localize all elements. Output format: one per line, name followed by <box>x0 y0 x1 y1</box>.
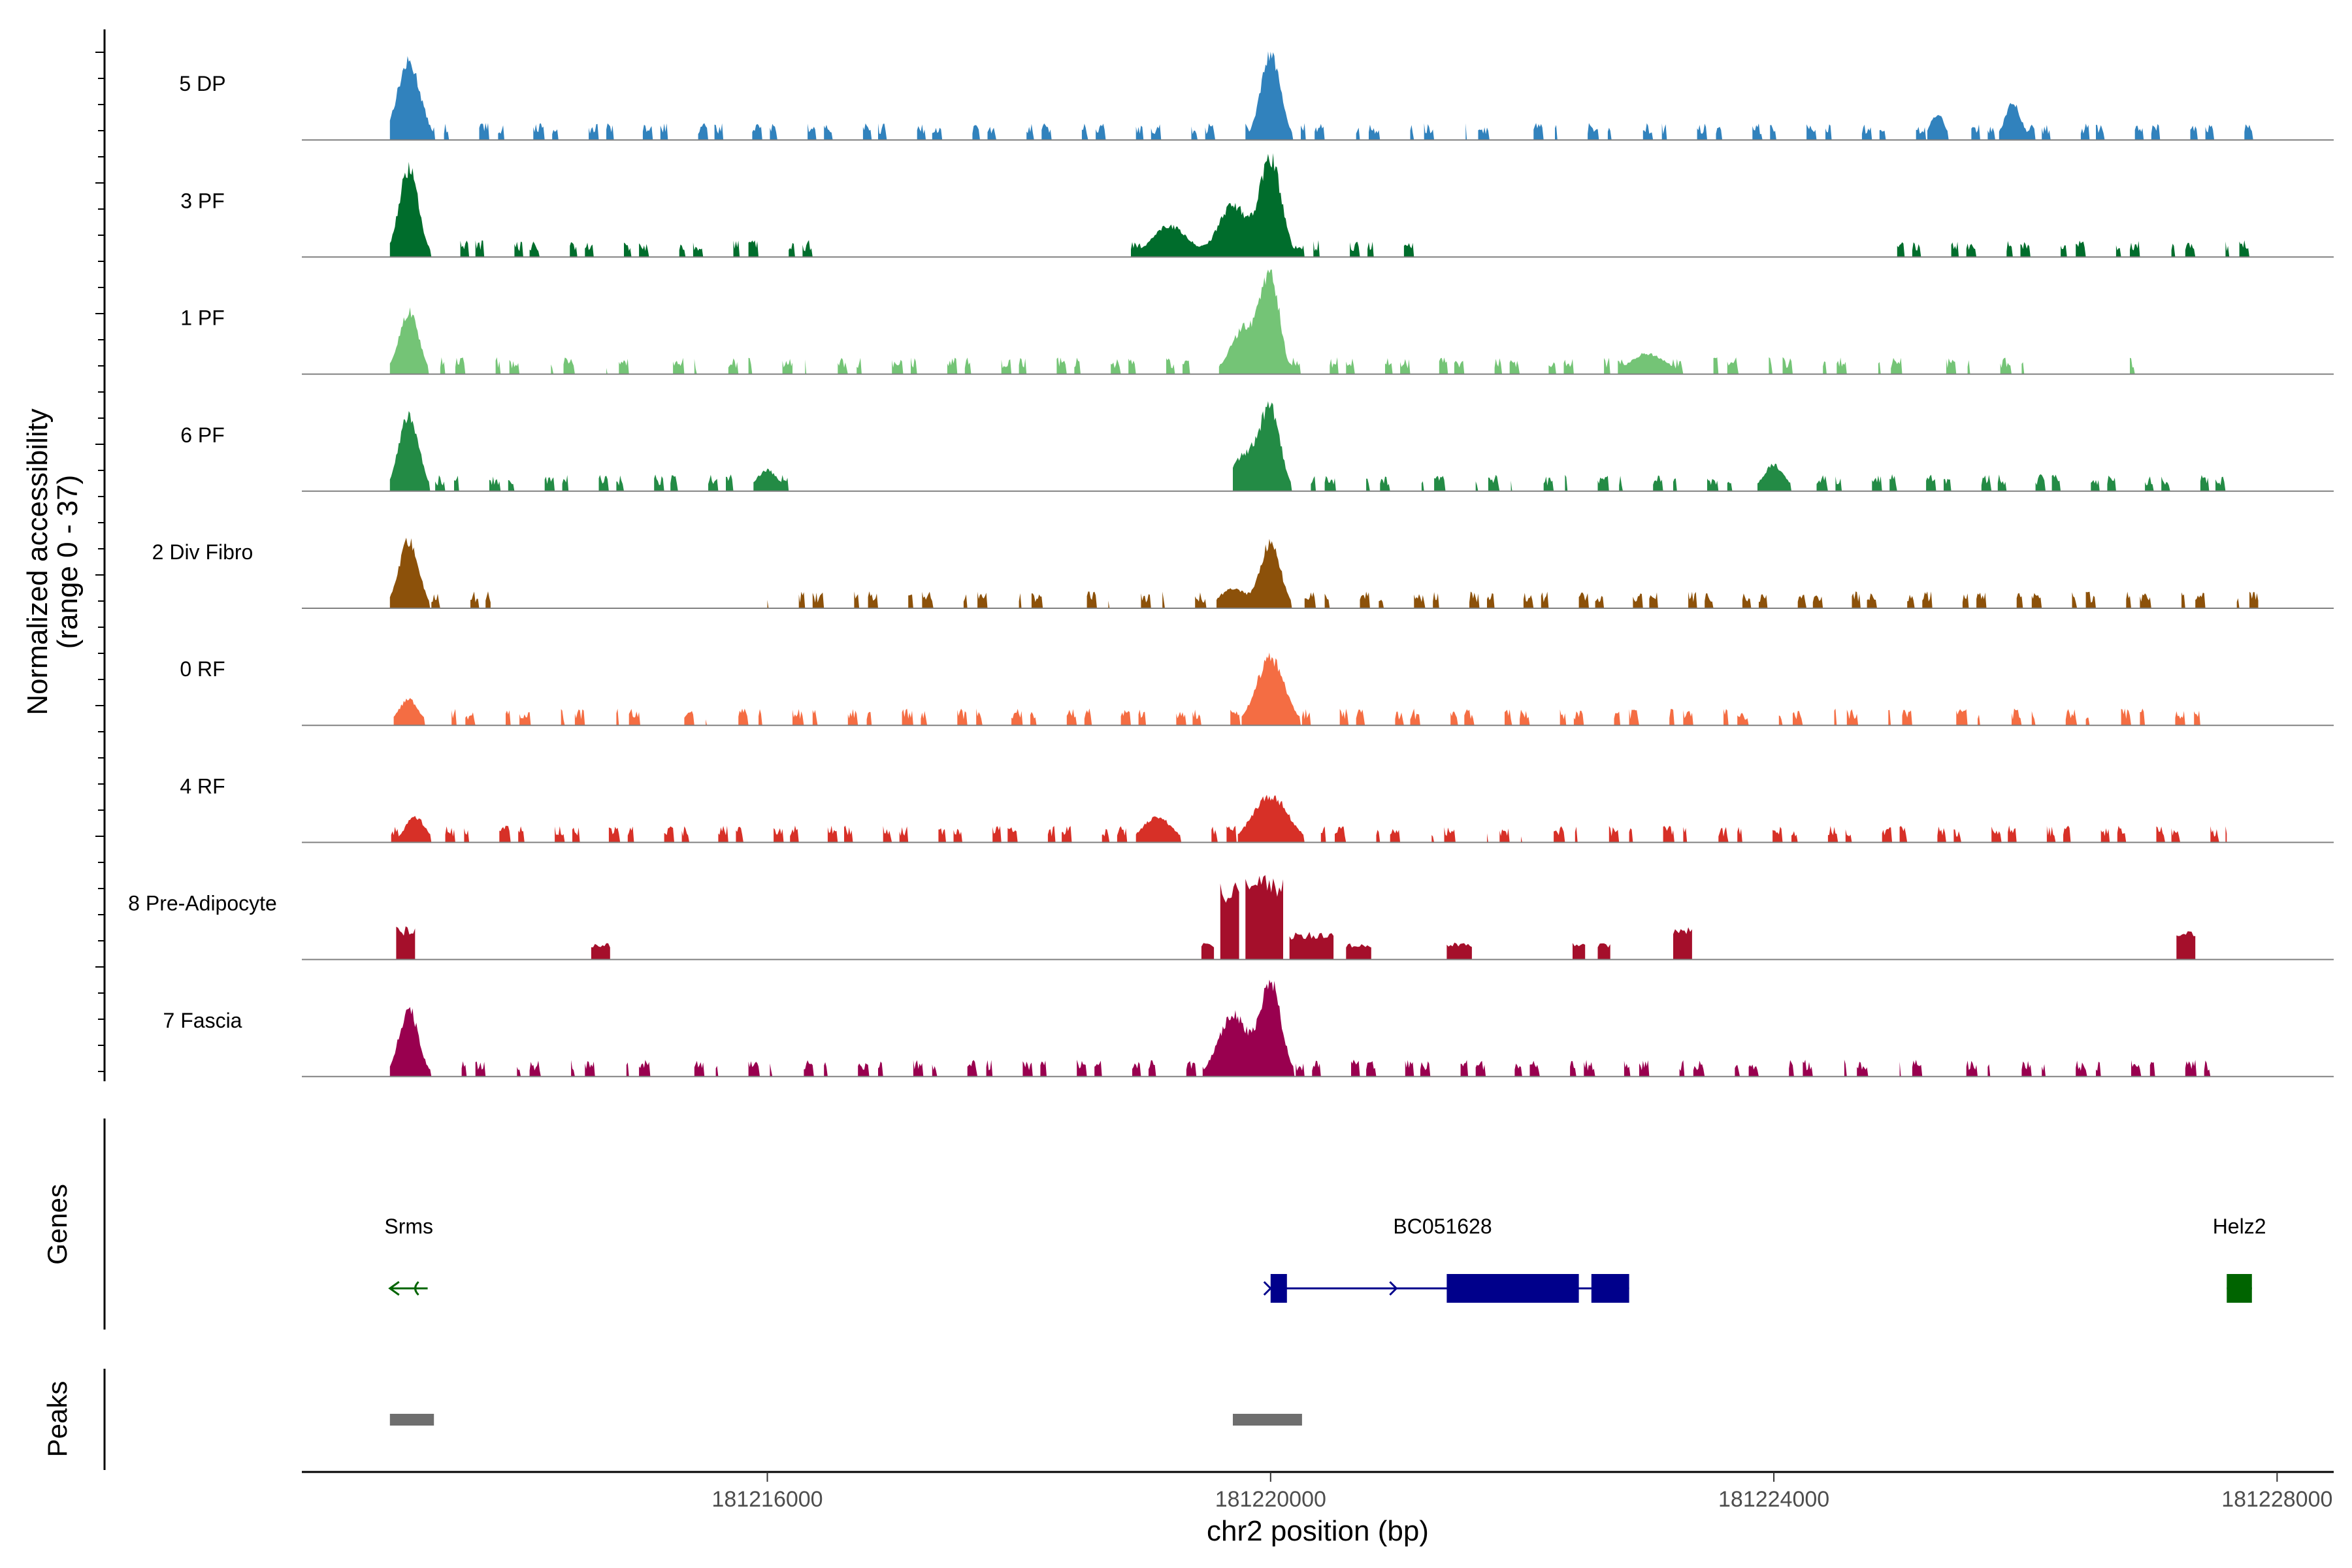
track-6-pf: 6 PF <box>180 401 2334 492</box>
coverage-area <box>391 794 2227 843</box>
genes-panel-label: Genes <box>42 1184 73 1265</box>
track-7-fascia: 7 Fascia <box>163 979 2334 1077</box>
gene-label: Helz2 <box>2213 1215 2266 1238</box>
track-label: 4 RF <box>180 774 225 798</box>
strand-arrow <box>1389 1281 1398 1296</box>
coverage-area <box>389 51 2253 140</box>
track-label: 3 PF <box>180 189 225 212</box>
track-0-rf: 0 RF <box>180 652 2334 727</box>
coverage-block <box>1673 927 1692 960</box>
coverage-area <box>389 307 792 374</box>
coverage-area <box>389 411 789 491</box>
coverage-area <box>389 538 491 608</box>
x-tick-label: 181220000 <box>1215 1487 1326 1512</box>
x-axis-title: chr2 position (bp) <box>1207 1515 1429 1547</box>
coverage-area <box>1233 401 2226 491</box>
coverage-block <box>1220 882 1239 960</box>
coverage-block <box>2176 931 2196 960</box>
gene-helz2: Helz2 <box>2213 1215 2266 1303</box>
track-label: 1 PF <box>180 306 225 330</box>
track-1-pf: 1 PF <box>180 269 2334 375</box>
track-label: 7 Fascia <box>163 1009 242 1032</box>
peaks-track <box>389 1414 1302 1426</box>
accessibility-axis-ticks <box>95 52 105 1072</box>
coverage-block <box>1201 943 1215 960</box>
gene-label: BC051628 <box>1393 1215 1492 1238</box>
y-axis-title-line2: (range 0 - 37) <box>52 475 84 649</box>
gene-exon <box>1591 1274 1629 1303</box>
x-tick-label: 181224000 <box>1718 1487 1829 1512</box>
track-label: 2 Div Fibro <box>152 540 253 564</box>
track-label: 0 RF <box>180 657 225 681</box>
coverage-area <box>1897 240 2249 257</box>
gene-exon <box>1270 1274 1287 1303</box>
strand-arrow <box>1263 1281 1272 1296</box>
coverage-area <box>1131 153 1422 257</box>
y-axis-title-line1: Normalized accessibility <box>22 408 54 715</box>
peak-region <box>1233 1414 1302 1426</box>
coverage-block <box>1289 932 1334 960</box>
track-label: 5 DP <box>179 72 225 95</box>
coverage-block <box>1346 943 1371 960</box>
gene-label: Srms <box>384 1215 433 1238</box>
coverage-area <box>2130 357 2135 374</box>
coverage-area <box>393 652 2200 726</box>
track-label: 8 Pre-Adipocyte <box>128 892 277 915</box>
coverage-block <box>1446 942 1472 960</box>
track-4-rf: 4 RF <box>180 774 2334 843</box>
track-8-pre-adipocyte: 8 Pre-Adipocyte <box>128 875 2334 960</box>
coverage-area <box>767 538 2259 608</box>
coverage-block <box>1597 943 1610 960</box>
track-5-dp: 5 DP <box>179 51 2334 141</box>
coverage-area <box>805 269 2025 374</box>
coverage-block <box>1573 943 1586 960</box>
strand-arrow <box>388 1281 419 1296</box>
coverage-block <box>1245 875 1283 960</box>
coverage-block <box>396 926 416 960</box>
x-axis-ticks: 181216000 181220000 181224000 181228000 <box>711 1472 2332 1512</box>
x-tick-label: 181216000 <box>711 1487 823 1512</box>
track-2-div-fibro: 2 Div Fibro <box>152 538 2334 609</box>
gene-exon <box>1446 1274 1579 1303</box>
gene-exon <box>2227 1274 2252 1303</box>
gene-bc051628: BC051628 <box>1263 1215 1629 1303</box>
coverage-area <box>389 979 2211 1077</box>
peak-region <box>389 1414 434 1426</box>
gene-srms: Srms <box>384 1215 433 1296</box>
x-tick-label: 181228000 <box>2221 1487 2332 1512</box>
peaks-panel-label: Peaks <box>42 1381 73 1458</box>
track-3-pf: 3 PF <box>180 153 2334 258</box>
coverage-area <box>389 161 843 257</box>
track-label: 6 PF <box>180 423 225 447</box>
coverage-tracks: 5 DP 3 PF 1 PF 6 PF 2 Div Fibro 0 RF 4 RF 8 Pre… <box>128 51 2334 1077</box>
coverage-block <box>591 943 610 960</box>
genes-track: Srms BC051628 Helz2 <box>384 1215 2266 1303</box>
